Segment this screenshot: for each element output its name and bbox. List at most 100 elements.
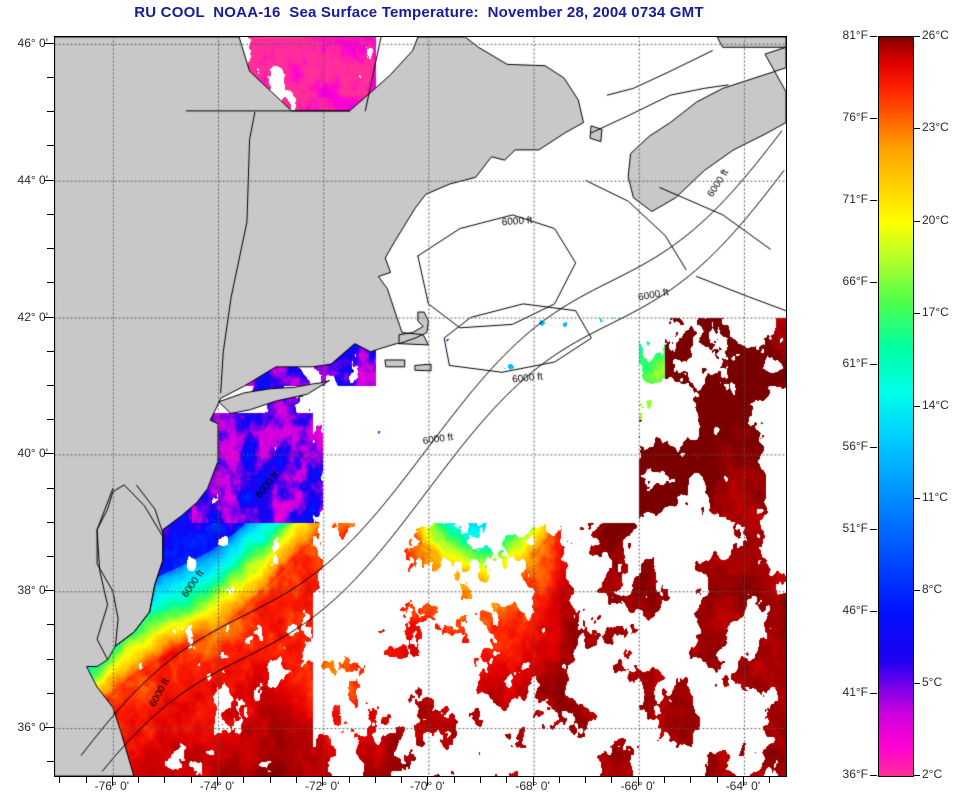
- colorbar-celsius-label: 8°C: [922, 582, 943, 597]
- lat-tick-mark: [44, 727, 54, 729]
- lon-tick-label: -72° 0': [304, 779, 340, 793]
- lat-minor-tick-mark: [47, 77, 54, 79]
- lon-tick-label: -70° 0': [410, 779, 445, 793]
- lon-minor-tick-mark: [374, 776, 376, 783]
- lat-minor-tick-mark: [47, 111, 54, 113]
- lat-minor-tick-mark: [47, 248, 54, 250]
- colorbar-celsius-tick: [913, 128, 920, 130]
- colorbar-fahrenheit-tick: [870, 200, 877, 202]
- colorbar-fahrenheit-tick: [870, 364, 877, 366]
- colorbar-fahrenheit-label: 46°F: [842, 602, 868, 617]
- lat-minor-tick-mark: [47, 384, 54, 386]
- map-plot-area[interactable]: [54, 36, 787, 777]
- page-title: RU COOL NOAA-16 Sea Surface Temperature:…: [134, 4, 704, 21]
- lat-minor-tick-mark: [47, 419, 54, 421]
- colorbar-celsius-label: 2°C: [922, 767, 943, 781]
- lon-minor-tick-mark: [716, 776, 718, 783]
- colorbar-celsius-tick: [913, 313, 920, 315]
- lat-tick-label: 36° 0': [17, 720, 48, 735]
- lon-minor-tick-mark: [690, 776, 692, 783]
- lat-tick-mark: [44, 590, 54, 592]
- lat-minor-tick-mark: [47, 556, 54, 558]
- colorbar-fahrenheit-tick: [870, 610, 877, 612]
- colorbar-fahrenheit-label: 71°F: [842, 192, 868, 207]
- colorbar-fahrenheit-tick: [870, 775, 877, 776]
- colorbar-fahrenheit-tick: [870, 528, 877, 530]
- lon-tick-label: -74° 0': [199, 779, 235, 793]
- lat-tick-mark: [44, 316, 54, 318]
- lon-minor-tick-mark: [479, 776, 481, 783]
- lon-minor-tick-mark: [453, 776, 455, 783]
- colorbar-fahrenheit-tick: [870, 692, 877, 694]
- colorbar-celsius-label: 26°C: [922, 28, 949, 42]
- colorbar-celsius-label: 5°C: [922, 674, 943, 689]
- colorbar-celsius-tick: [913, 682, 920, 684]
- colorbar-fahrenheit-label: 36°F: [842, 767, 868, 781]
- colorbar-fahrenheit-label: 66°F: [842, 274, 868, 289]
- lon-minor-tick-mark: [506, 776, 508, 783]
- colorbar-fahrenheit-label: 76°F: [842, 110, 868, 125]
- lon-tick-mark: [742, 776, 744, 786]
- lon-tick-mark: [111, 776, 113, 786]
- lon-minor-tick-mark: [611, 776, 613, 783]
- lat-minor-tick-mark: [47, 521, 54, 523]
- lat-minor-tick-mark: [47, 692, 54, 694]
- lon-minor-tick-mark: [295, 776, 297, 783]
- colorbar-celsius-tick: [913, 590, 920, 592]
- lon-minor-tick-mark: [269, 776, 271, 783]
- lat-minor-tick-mark: [47, 658, 54, 660]
- colorbar-celsius-label: 23°C: [922, 120, 949, 135]
- lon-tick-label: -76° 0': [94, 779, 130, 793]
- lon-minor-tick-mark: [59, 776, 61, 783]
- lon-minor-tick-mark: [85, 776, 87, 783]
- sst-image-canvas[interactable]: [55, 37, 786, 776]
- lon-tick-mark: [637, 776, 639, 786]
- lon-tick-mark: [427, 776, 429, 786]
- colorbar-celsius-tick: [913, 405, 920, 407]
- lon-tick-mark: [217, 776, 219, 786]
- lon-minor-tick-mark: [558, 776, 560, 783]
- colorbar-fahrenheit-tick: [870, 446, 877, 448]
- colorbar-celsius-tick: [913, 775, 920, 776]
- colorbar-fahrenheit-label: 51°F: [842, 520, 868, 535]
- colorbar-fahrenheit-label: 56°F: [842, 438, 868, 453]
- colorbar-fahrenheit-tick: [870, 118, 877, 120]
- lon-tick-label: -64° 0': [725, 779, 761, 793]
- colorbar-fahrenheit-tick: [870, 36, 877, 37]
- colorbar-celsius-tick: [913, 497, 920, 499]
- lat-minor-tick-mark: [47, 350, 54, 352]
- lat-tick-label: 44° 0': [17, 172, 48, 187]
- lat-minor-tick-mark: [47, 213, 54, 215]
- colorbar-fahrenheit-tick: [870, 282, 877, 284]
- colorbar-fahrenheit-label: 41°F: [842, 684, 868, 699]
- lon-minor-tick-mark: [664, 776, 666, 783]
- lat-minor-tick-mark: [47, 487, 54, 489]
- lat-minor-tick-mark: [47, 761, 54, 763]
- lat-tick-label: 42° 0': [17, 309, 48, 324]
- temperature-colorbar: [878, 36, 914, 777]
- lon-minor-tick-mark: [348, 776, 350, 783]
- lat-minor-tick-mark: [47, 624, 54, 626]
- lat-tick-label: 46° 0': [17, 35, 48, 50]
- lon-minor-tick-mark: [190, 776, 192, 783]
- colorbar-celsius-label: 14°C: [922, 397, 949, 412]
- lon-minor-tick-mark: [585, 776, 587, 783]
- colorbar-celsius-label: 20°C: [922, 212, 949, 227]
- lon-minor-tick-mark: [401, 776, 403, 783]
- colorbar-fahrenheit-label: 81°F: [842, 28, 868, 42]
- lat-tick-mark: [44, 453, 54, 455]
- lon-minor-tick-mark: [769, 776, 771, 783]
- lat-minor-tick-mark: [47, 282, 54, 284]
- lon-tick-mark: [532, 776, 534, 786]
- colorbar-celsius-label: 11°C: [922, 489, 948, 504]
- colorbar-celsius-tick: [913, 36, 920, 37]
- lon-tick-label: -68° 0': [515, 779, 550, 793]
- lon-minor-tick-mark: [164, 776, 166, 783]
- colorbar-fahrenheit-label: 61°F: [842, 356, 868, 371]
- colorbar-celsius-tick: [913, 220, 920, 222]
- lat-tick-label: 38° 0': [17, 583, 48, 598]
- lon-tick-mark: [322, 776, 324, 786]
- colorbar-celsius-label: 17°C: [922, 305, 949, 320]
- lat-tick-label: 40° 0': [17, 446, 48, 461]
